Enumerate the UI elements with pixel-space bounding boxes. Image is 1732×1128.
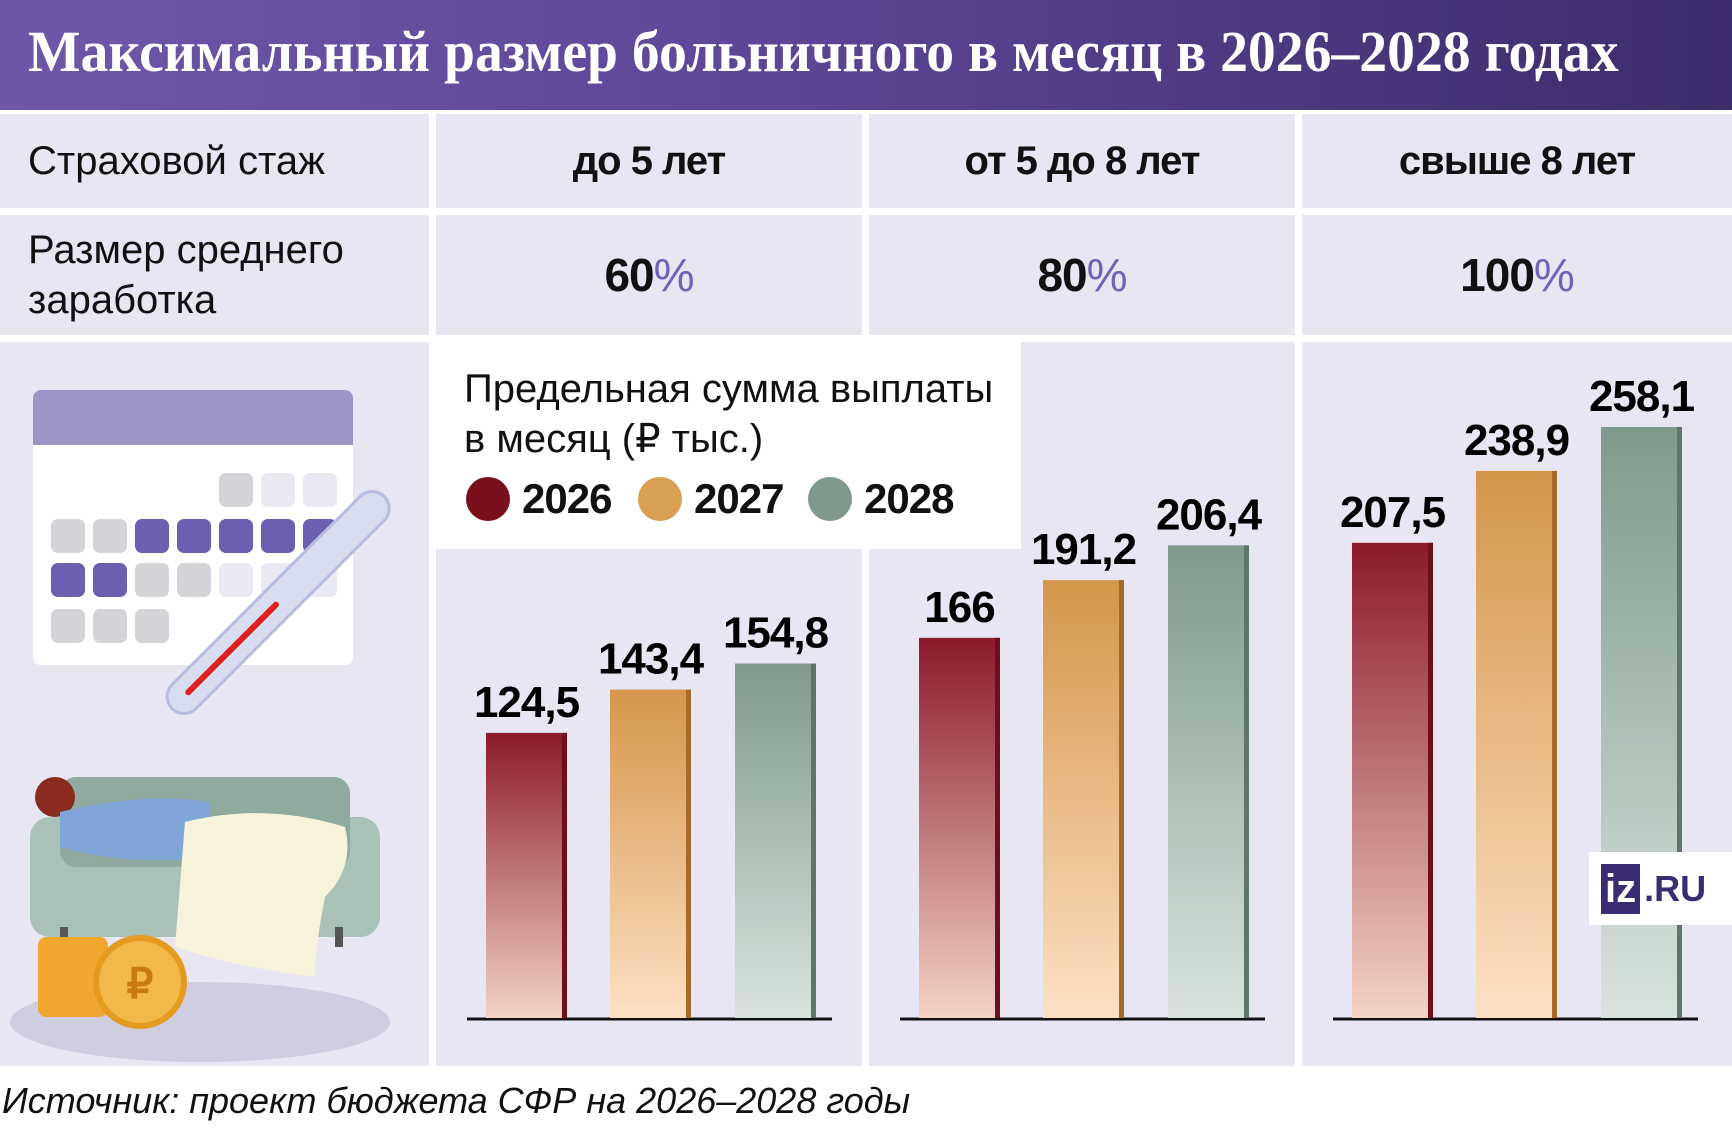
calendar-day — [177, 563, 211, 597]
calendar-day — [219, 519, 253, 553]
legend-item-2028: 2028 — [808, 475, 954, 523]
percent-sign: % — [653, 249, 695, 301]
column-header-under-5: до 5 лет — [436, 114, 862, 208]
row-label-line1: Размер среднего — [28, 228, 344, 272]
percent-sign: % — [1086, 249, 1128, 301]
legend-item-2027: 2027 — [638, 475, 784, 523]
sick-leave-illustration: ₽ — [10, 390, 391, 1062]
calendar-day — [135, 609, 169, 643]
calendar-icon — [33, 390, 353, 665]
row-label-line2: заработка — [28, 278, 217, 322]
coins-icon: ₽ — [38, 935, 187, 1029]
column-header-5-to-8: от 5 до 8 лет — [869, 114, 1295, 208]
calendar-day — [219, 473, 253, 507]
subtitle-line1: Предельная сумма выплаты — [464, 367, 994, 411]
legend-swatch — [466, 477, 510, 521]
column-header-over-8: свыше 8 лет — [1302, 114, 1732, 208]
logo-iz: iz — [1601, 863, 1641, 914]
legend-swatch — [808, 477, 852, 521]
legend-item-2026: 2026 — [466, 475, 612, 523]
calendar-day — [93, 563, 127, 597]
percent-sign: % — [1533, 249, 1575, 301]
calendar-day — [51, 519, 85, 553]
calendar-day — [135, 519, 169, 553]
row-label-insurance-period: Страховой стаж — [0, 114, 429, 208]
legend-label: 2026 — [522, 475, 612, 522]
calendar-day — [93, 519, 127, 553]
chart-subtitle: Предельная сумма выплаты в месяц (₽ тыс.… — [464, 364, 993, 464]
percent-value: 80 — [1037, 249, 1087, 301]
row-label-average-earnings: Размер среднего заработка — [0, 215, 429, 335]
calendar-day — [303, 473, 337, 507]
thermometer-icon — [165, 489, 391, 716]
page-title: Максимальный размер больничного в месяц … — [28, 19, 1619, 84]
legend-swatch — [638, 477, 682, 521]
percent-over-8: 100% — [1302, 215, 1732, 335]
title-banner: Максимальный размер больничного в месяц … — [0, 0, 1732, 110]
percent-value: 100 — [1460, 249, 1535, 301]
calendar-day — [51, 563, 85, 597]
percent-value: 60 — [604, 249, 654, 301]
person-icon — [35, 777, 210, 861]
legend-label: 2028 — [864, 475, 954, 522]
calendar-day — [261, 473, 295, 507]
percent-5-to-8: 80% — [869, 215, 1295, 335]
calendar-day — [93, 609, 127, 643]
chart-legend: Предельная сумма выплаты в месяц (₽ тыс.… — [436, 342, 1021, 549]
source-note: Источник: проект бюджета СФР на 2026–202… — [2, 1080, 911, 1121]
svg-text:₽: ₽ — [127, 960, 154, 1007]
iz-ru-logo: iz .RU — [1589, 852, 1732, 925]
percent-under-5: 60% — [436, 215, 862, 335]
calendar-day — [219, 563, 253, 597]
legend-label: 2027 — [694, 475, 784, 522]
subtitle-line2: в месяц (₽ тыс.) — [464, 417, 764, 461]
calendar-day — [261, 519, 295, 553]
calendar-day — [177, 519, 211, 553]
logo-ru: .RU — [1644, 867, 1707, 909]
calendar-day — [51, 609, 85, 643]
blanket-icon — [175, 813, 348, 977]
calendar-day — [135, 563, 169, 597]
chart-panel-over-8 — [1302, 342, 1732, 1066]
